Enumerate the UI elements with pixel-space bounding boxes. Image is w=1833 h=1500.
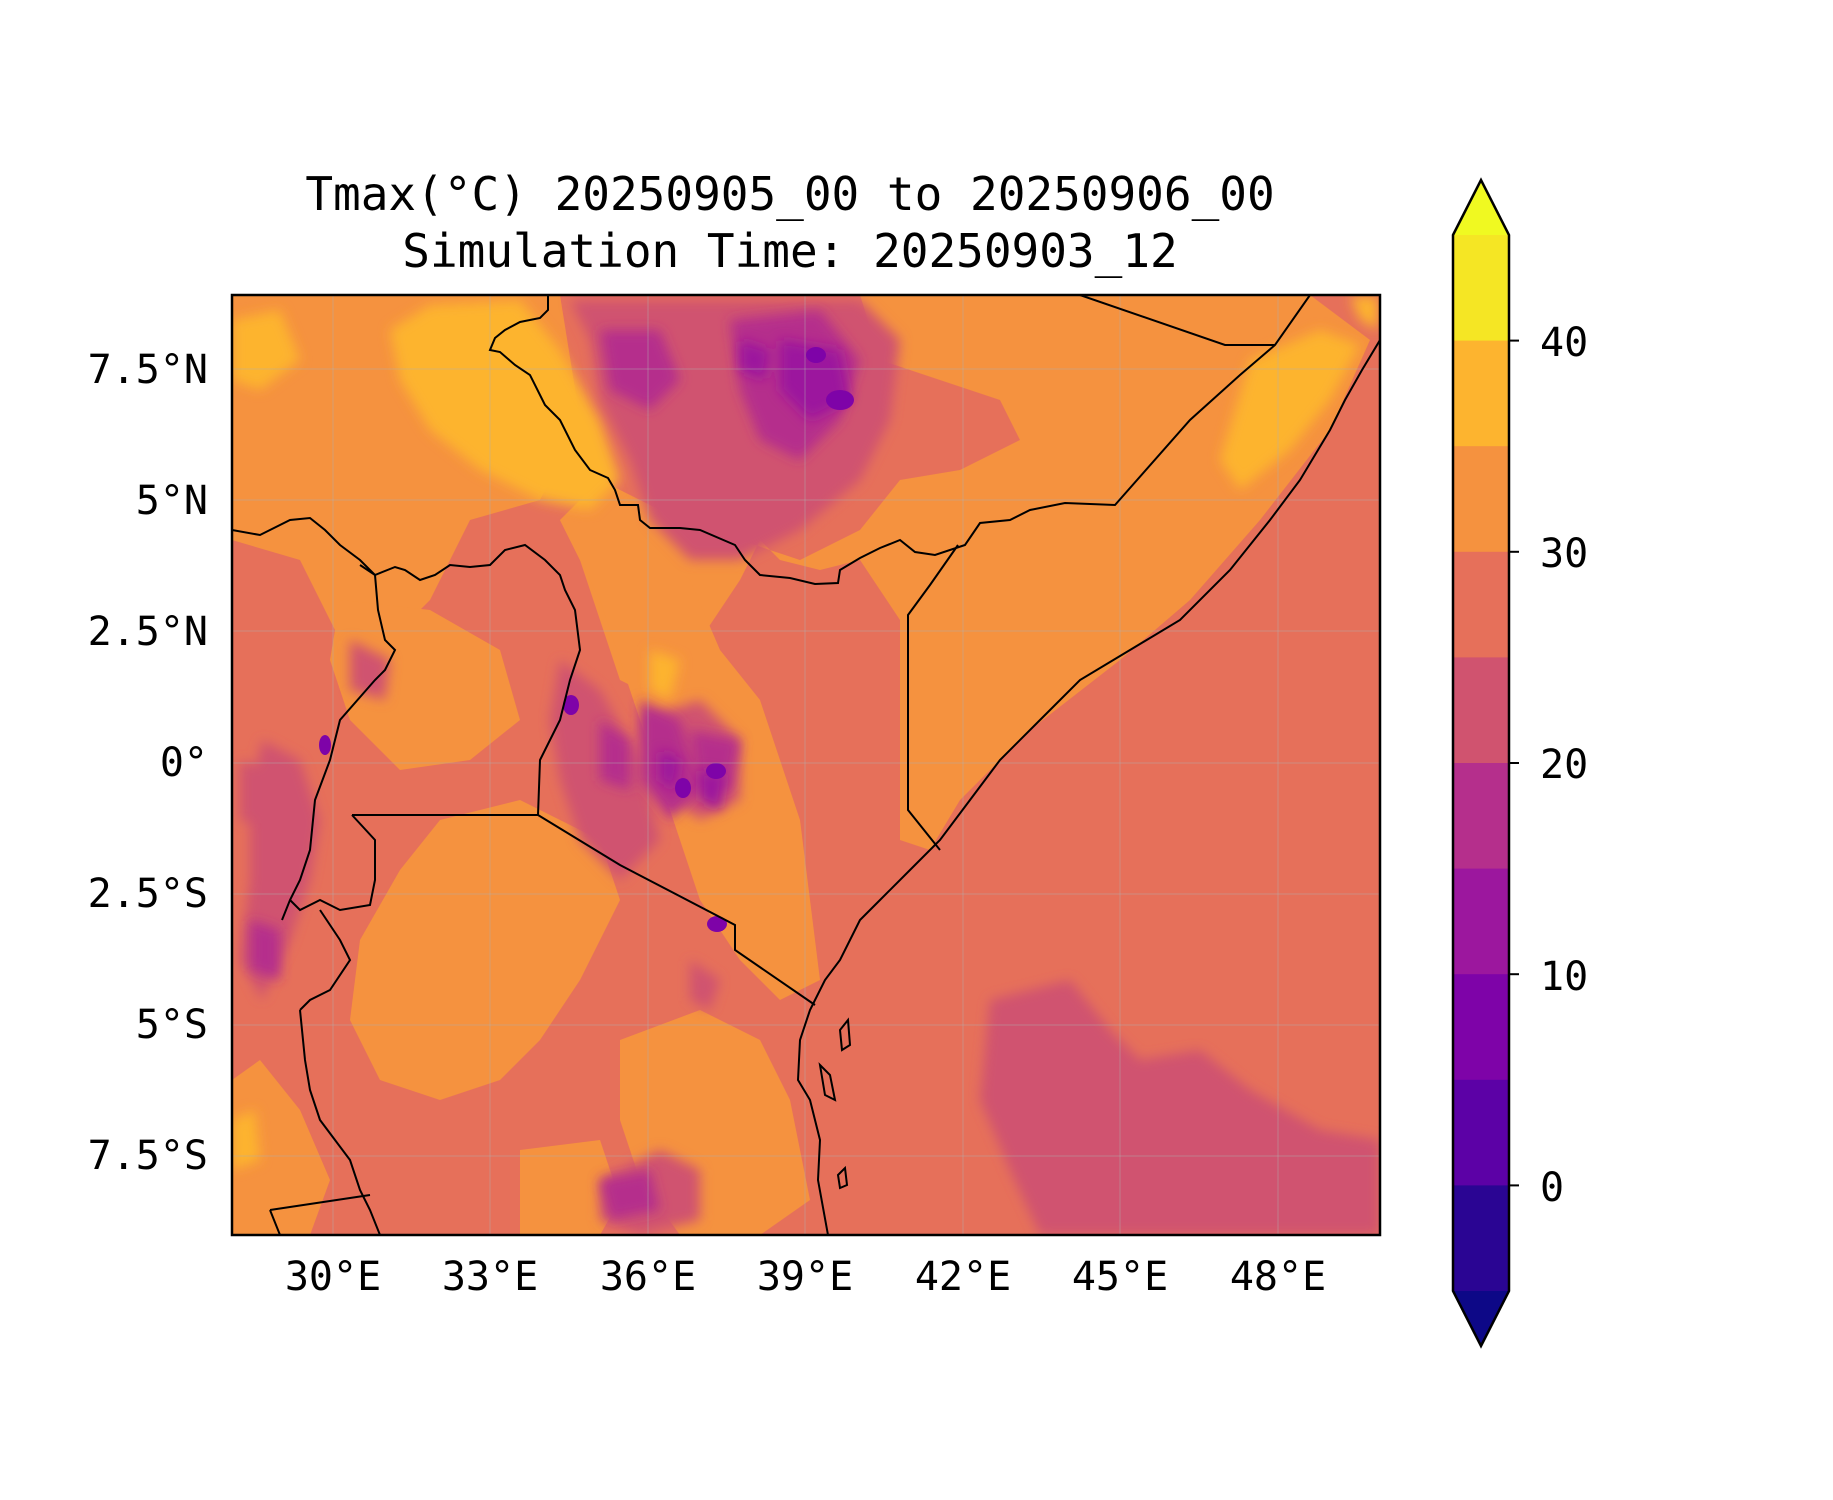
border-horn	[1079, 295, 1275, 346]
x-tick-label: 45°E	[1072, 1254, 1168, 1300]
island-mafia	[836, 1165, 849, 1190]
border-lake-victoria	[352, 543, 582, 816]
y-tick-label: 7.5°S	[88, 1133, 208, 1179]
colorbar-tick-label: 10	[1540, 954, 1588, 1000]
border-rwanda-burundi	[289, 814, 376, 1011]
y-tick-label: 2.5°S	[88, 871, 208, 917]
colorbar	[1451, 177, 1519, 1349]
x-axis-ticks: 30°E 33°E 36°E 39°E 42°E 45°E 48°E	[285, 1254, 1326, 1300]
colorbar-tick-label: 0	[1540, 1165, 1564, 1211]
colorbar-extend-min	[1453, 1291, 1509, 1346]
border-sudan	[232, 516, 376, 576]
colorbar-band	[1453, 235, 1509, 342]
colorbar-band	[1453, 551, 1509, 658]
border-south	[269, 1194, 371, 1235]
colorbar-band	[1453, 868, 1509, 975]
lake-tanganyika	[299, 1009, 381, 1235]
island-zanzibar	[838, 1017, 852, 1052]
colorbar-tick-label: 40	[1540, 320, 1588, 366]
colorbar-tick-label: 20	[1540, 742, 1588, 788]
x-tick-label: 39°E	[757, 1254, 853, 1300]
colorbar-band	[1453, 446, 1509, 553]
y-tick-label: 2.5°N	[88, 609, 208, 655]
colorbar-tick-label: 30	[1540, 531, 1588, 577]
colorbar-tick-labels: 40 30 20 10 0	[1540, 320, 1588, 1211]
colorbar-band	[1453, 974, 1509, 1081]
map-title-line-1: Tmax(°C) 20250905_00 to 20250906_00	[305, 167, 1274, 221]
map-frame	[230, 293, 1382, 1237]
colorbar-band	[1453, 763, 1509, 870]
contour-5-10	[319, 347, 854, 932]
contour-35-40	[232, 296, 1378, 1170]
colorbar-band	[1453, 1079, 1509, 1186]
y-tick-label: 7.5°N	[88, 347, 208, 393]
borders-coastlines	[232, 295, 1380, 1235]
border-ethiopia-somalia	[488, 295, 1311, 586]
colorbar-band	[1453, 1185, 1509, 1292]
contour-10-15	[660, 340, 850, 810]
y-axis-ticks: 7.5°N 5°N 2.5°N 0° 2.5°S 5°S 7.5°S	[88, 347, 208, 1179]
coastline-east-africa	[796, 339, 1380, 1235]
map-title-line-2: Simulation Time: 20250903_12	[402, 224, 1177, 278]
x-tick-label: 33°E	[442, 1254, 538, 1300]
x-tick-label: 42°E	[915, 1254, 1011, 1300]
border-kenya-tanzania	[537, 814, 816, 1006]
colorbar-band	[1453, 657, 1509, 764]
x-tick-label: 36°E	[600, 1254, 696, 1300]
map-panel[interactable]	[232, 295, 1380, 1235]
x-tick-label: 30°E	[285, 1254, 381, 1300]
colorbar-band	[1453, 340, 1509, 447]
y-tick-label: 5°S	[136, 1002, 208, 1048]
colorbar-extend-max	[1453, 180, 1509, 235]
island-pemba	[818, 1062, 837, 1102]
colorbar-outline	[1451, 177, 1511, 1349]
border-uganda-drc	[281, 574, 397, 921]
y-tick-label: 5°N	[136, 478, 208, 524]
gridlines	[232, 295, 1380, 1235]
border-kenya-somalia	[907, 544, 959, 851]
y-tick-label: 0°	[160, 740, 208, 786]
x-tick-label: 48°E	[1230, 1254, 1326, 1300]
